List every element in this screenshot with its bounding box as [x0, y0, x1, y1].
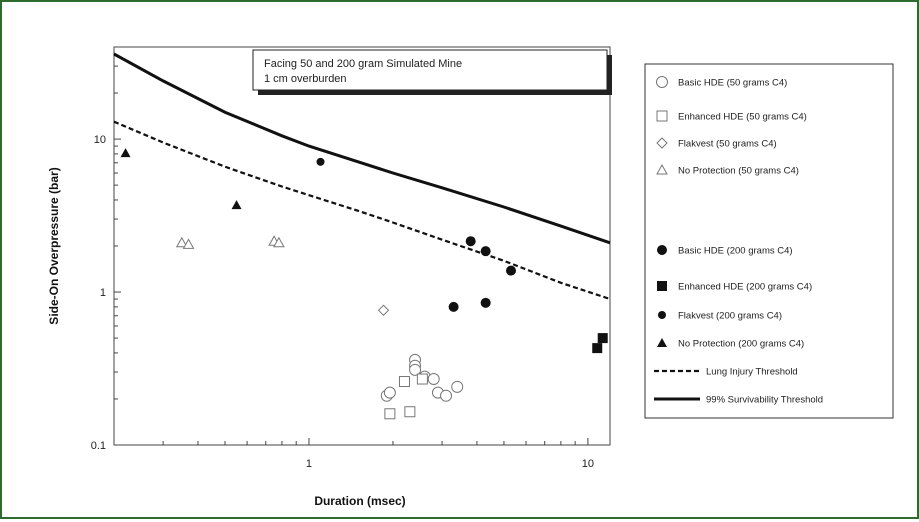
- y-axis-title: Side-On Overpressure (bar): [47, 167, 61, 324]
- data-point: [175, 236, 188, 248]
- data-point: [383, 386, 396, 399]
- data-point: [120, 148, 131, 158]
- legend-label: No Protection (200 grams C4): [678, 339, 804, 350]
- plot-border: [113, 46, 611, 446]
- legend-label: No Protection (50 grams C4): [678, 166, 799, 177]
- data-point: [506, 265, 517, 276]
- data-point: [597, 333, 608, 344]
- data-point: [465, 236, 476, 247]
- legend-marker: [656, 137, 668, 149]
- legend: Basic HDE (50 grams C4) Enhanced HDE (50 …: [644, 63, 894, 419]
- legend-border: [644, 63, 894, 419]
- legend-marker: [656, 110, 668, 122]
- annotation-line-1: Facing 50 and 200 gram Simulated Mine: [264, 58, 462, 70]
- legend-marker: [657, 245, 667, 255]
- survivability-curve: [113, 52, 611, 245]
- legend-label: Lung Injury Threshold: [706, 367, 798, 378]
- data-point: [182, 238, 195, 249]
- plot-area: 1 10 0.1 1 10: [91, 46, 611, 470]
- data-point: [316, 157, 325, 166]
- axis-ticks: 1 10 0.1 1 10: [91, 46, 594, 470]
- x-tick-label: 10: [582, 458, 594, 470]
- data-point: [231, 200, 242, 210]
- legend-label: Basic HDE (200 grams C4): [678, 246, 793, 257]
- data-point: [273, 236, 285, 248]
- legend-marker: [658, 311, 666, 319]
- legend-marker: [656, 76, 668, 88]
- threshold-curves: [113, 52, 611, 301]
- legend-label: Flakvest (200 grams C4): [678, 311, 782, 322]
- data-point: [398, 376, 410, 388]
- data-point: [377, 304, 390, 316]
- legend-label: Flakvest (50 grams C4): [678, 139, 777, 150]
- data-point: [416, 373, 428, 385]
- annotation-box: Facing 50 and 200 gram Simulated Mine 1 …: [252, 49, 612, 95]
- legend-marker: [656, 163, 668, 175]
- data-point: [451, 380, 464, 393]
- data-point: [384, 408, 396, 420]
- y-tick-label: 0.1: [91, 440, 106, 452]
- y-tick-label: 10: [94, 134, 106, 146]
- annotation-border: [252, 49, 608, 91]
- data-point: [592, 343, 603, 354]
- data-point: [480, 246, 491, 257]
- legend-marker: [657, 338, 667, 347]
- data-point: [440, 389, 453, 402]
- x-axis-title: Duration (msec): [314, 494, 405, 508]
- x-tick-label: 1: [306, 458, 312, 470]
- data-point: [404, 406, 416, 418]
- y-tick-label: 1: [100, 287, 106, 299]
- legend-label: Enhanced HDE (50 grams C4): [678, 112, 807, 123]
- data-point: [448, 301, 459, 312]
- legend-label: 99% Survivability Threshold: [706, 395, 823, 406]
- data-points: [120, 148, 608, 420]
- data-point: [480, 297, 491, 308]
- legend-label: Basic HDE (50 grams C4): [678, 78, 787, 89]
- legend-marker: [657, 281, 667, 291]
- annotation-line-2: 1 cm overburden: [264, 73, 347, 85]
- data-point: [427, 373, 440, 386]
- legend-label: Enhanced HDE (200 grams C4): [678, 282, 812, 293]
- lung-injury-curve: [113, 120, 611, 301]
- data-point: [409, 363, 422, 376]
